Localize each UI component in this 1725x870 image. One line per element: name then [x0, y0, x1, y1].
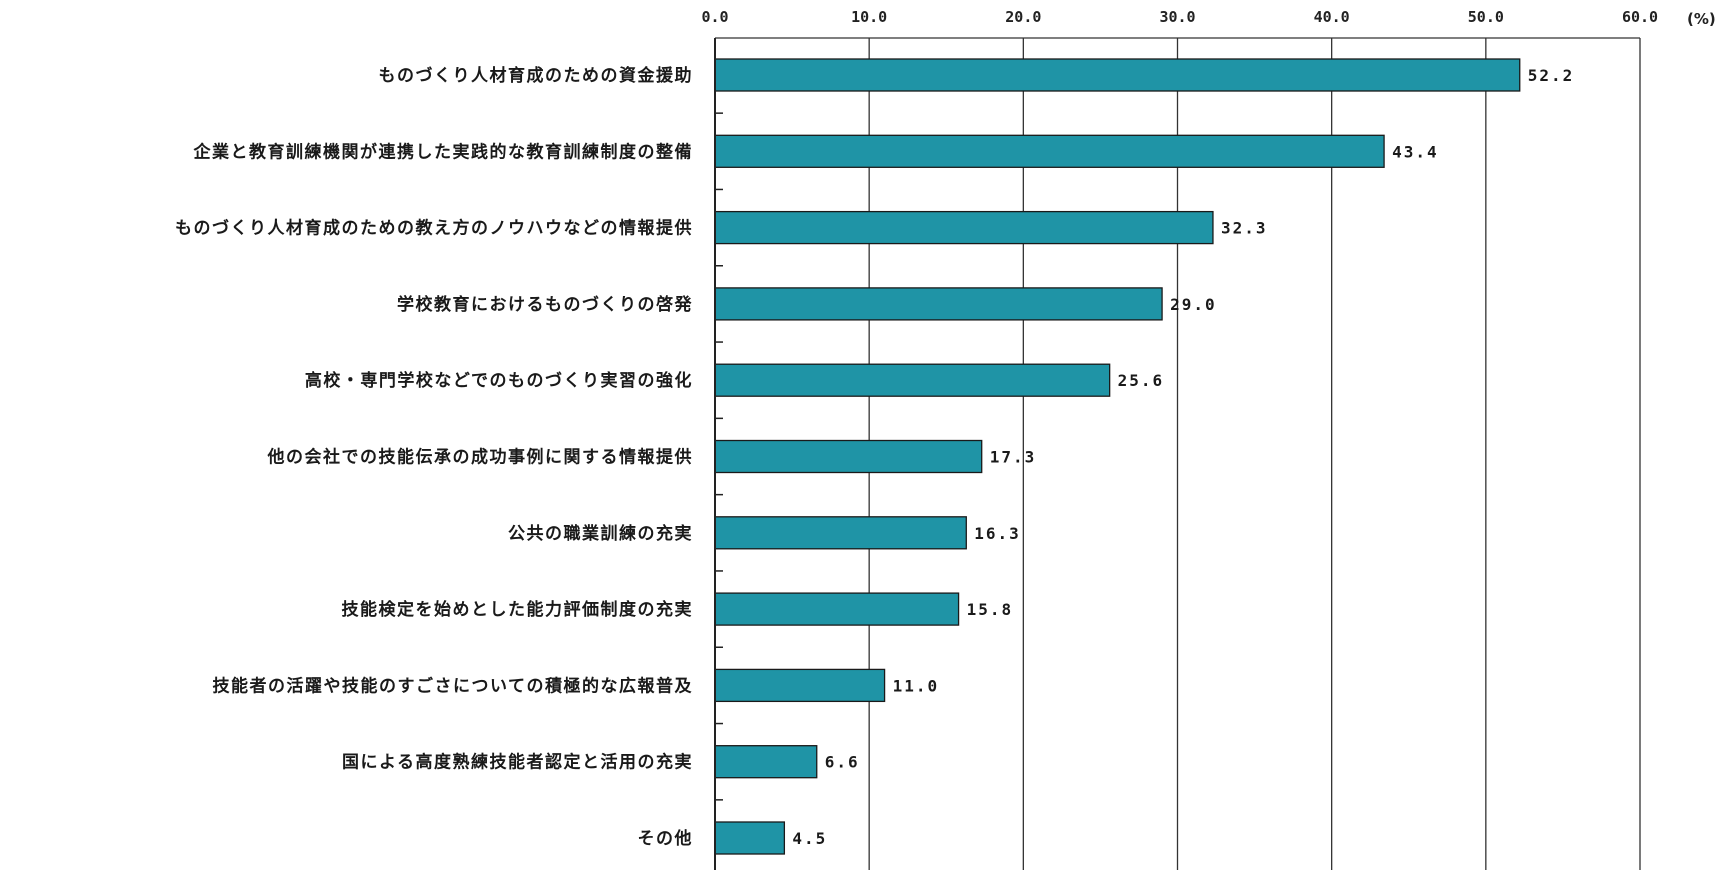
x-tick-label: 60.0: [1622, 8, 1658, 26]
value-label: 16.3: [974, 524, 1021, 543]
category-label: ものづくり人材育成のための資金援助: [379, 65, 694, 86]
value-label: 32.3: [1221, 219, 1268, 238]
gridlines: [715, 37, 1641, 870]
category-label: 公共の職業訓練の充実: [508, 523, 693, 544]
value-label: 6.6: [825, 753, 860, 772]
category-label: ものづくり人材育成のための教え方のノウハウなどの情報提供: [175, 218, 693, 239]
category-label: その他: [638, 828, 694, 849]
x-tick-label: 40.0: [1314, 8, 1350, 26]
x-tick-label: 30.0: [1159, 8, 1195, 26]
bar: [714, 439, 983, 474]
x-tick-label: 20.0: [1005, 8, 1041, 26]
bar: [714, 58, 1521, 92]
value-label: 17.3: [990, 448, 1037, 467]
x-tick-label: 0.0: [701, 8, 728, 26]
category-label: 他の会社での技能伝承の成功事例に関する情報提供: [267, 447, 694, 468]
x-tick-label: 10.0: [851, 8, 887, 26]
bar: [714, 287, 1163, 321]
category-labels: ものづくり人材育成のための資金援助企業と教育訓練機関が連携した実践的な教育訓練制…: [175, 65, 694, 849]
value-label: 4.5: [792, 829, 827, 848]
bar: [714, 516, 967, 550]
bar: [714, 592, 960, 626]
category-label: 技能者の活躍や技能のすごさについての積極的な広報普及: [213, 675, 694, 696]
value-label: 15.8: [967, 600, 1014, 619]
category-label: 高校・専門学校などでのものづくり実習の強化: [305, 370, 693, 391]
value-labels: 52.2 43.4 32.3 29.0 25.6 17.3 16.3 15.8 11.0 6.6 4…: [792, 66, 1575, 848]
bar: [714, 821, 786, 855]
bar: [714, 363, 1111, 397]
category-label: 学校教育におけるものづくりの啓発: [397, 294, 693, 315]
value-label: 25.6: [1118, 371, 1165, 390]
bars: [714, 58, 1521, 855]
category-label: 技能検定を始めとした能力評価制度の充実: [342, 599, 694, 620]
bar: [714, 745, 818, 779]
category-label: 国による高度熟練技能者認定と活用の充実: [342, 752, 693, 773]
bar: [714, 668, 886, 703]
x-axis-ticks: 0.0 10.0 20.0 30.0 40.0 50.0 60.0: [701, 8, 1658, 26]
value-label: 11.0: [893, 676, 940, 695]
value-label: 52.2: [1528, 66, 1575, 85]
bar: [714, 134, 1385, 168]
value-label: 29.0: [1170, 295, 1217, 314]
unit-label: (%): [1687, 10, 1716, 28]
bar: [714, 210, 1214, 245]
category-label: 企業と教育訓練機関が連携した実践的な教育訓練制度の整備: [193, 141, 694, 162]
value-label: 43.4: [1392, 142, 1439, 161]
x-tick-label: 50.0: [1468, 8, 1504, 26]
